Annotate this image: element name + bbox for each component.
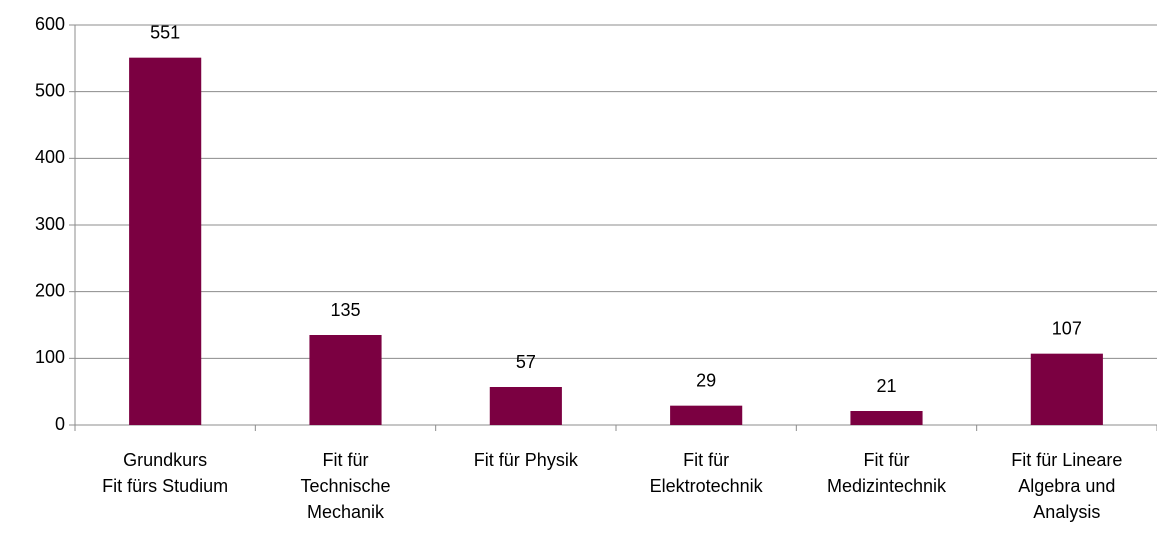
y-tick-label: 200 — [35, 280, 65, 300]
y-tick-label: 500 — [35, 80, 65, 100]
x-tick-label: Fit für Elektrotechnik — [649, 450, 763, 496]
x-tick-label: Fit für Physik — [473, 450, 578, 470]
bar — [489, 387, 562, 425]
x-tick-label: Fit für Medizintechnik — [826, 450, 947, 496]
y-tick-label: 0 — [55, 414, 65, 434]
data-label: 29 — [696, 370, 716, 390]
data-label: 21 — [876, 376, 896, 396]
y-tick-label: 300 — [35, 214, 65, 234]
y-tick-label: 600 — [35, 14, 65, 34]
x-tick-label: Grundkurs Fit fürs Studium — [102, 450, 229, 496]
data-label: 57 — [516, 352, 536, 372]
data-label: 107 — [1052, 318, 1082, 338]
bar — [670, 405, 743, 425]
bar — [129, 57, 202, 426]
data-label: 551 — [150, 22, 180, 42]
bar — [1030, 353, 1103, 425]
bar — [850, 411, 923, 425]
data-label: 135 — [330, 300, 360, 320]
bar — [309, 335, 382, 425]
y-tick-label: 100 — [35, 347, 65, 367]
x-tick-label: Fit für Lineare Algebra und Analysis — [1011, 450, 1123, 522]
y-tick-label: 400 — [35, 147, 65, 167]
x-tick-label: Fit für Technische Mechanik — [300, 450, 391, 522]
